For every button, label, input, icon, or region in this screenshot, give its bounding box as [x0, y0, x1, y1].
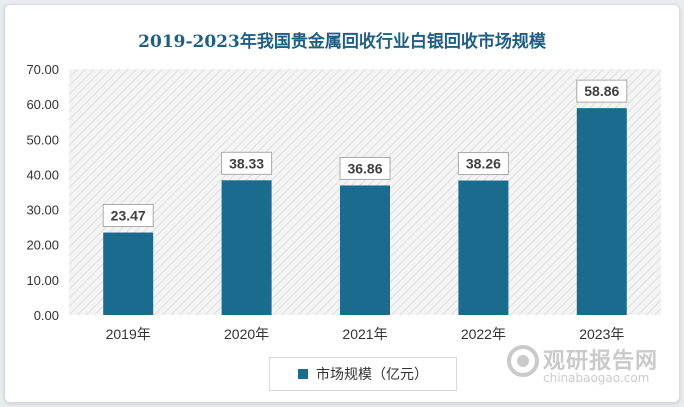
data-label: 23.47 [111, 208, 146, 224]
data-label-box [339, 156, 391, 180]
bar-chart: 0.0010.0020.0030.0040.0050.0060.0070.00 … [26, 62, 661, 342]
y-tick-label: 30.00 [26, 203, 59, 218]
data-label-box [457, 152, 509, 176]
legend-swatch [298, 369, 308, 379]
watermark-brand-en: chinabaogao.com [543, 371, 650, 385]
watermark-logo-icon [507, 345, 539, 377]
y-tick-label: 50.00 [26, 132, 59, 147]
data-label-box [102, 204, 154, 228]
x-axis: 2019年 2020年 2021年 2022年 2023年 [106, 326, 625, 342]
bar [221, 180, 272, 315]
watermark-brand-cn: 观研报告网 [543, 349, 659, 374]
bar [103, 232, 154, 315]
data-label: 38.26 [466, 156, 501, 172]
bar [458, 180, 509, 315]
legend-label: 市场规模（亿元） [316, 366, 428, 382]
watermark: 观研报告网 chinabaogao.com [505, 341, 675, 389]
data-label-box [221, 151, 273, 175]
x-tick-label: 2020年 [224, 326, 269, 342]
bar [340, 185, 390, 315]
x-tick-label: 2022年 [461, 326, 506, 342]
y-tick-label: 10.00 [26, 273, 59, 288]
bars-group: 23.47 38.33 36.86 38.26 58.86 [102, 79, 628, 315]
x-tick-label: 2023年 [579, 326, 624, 342]
data-label: 38.33 [229, 155, 264, 171]
y-tick-label: 70.00 [26, 62, 59, 77]
x-tick-label: 2019年 [106, 326, 151, 342]
y-tick-label: 20.00 [26, 238, 59, 253]
x-tick-label: 2021年 [342, 326, 387, 342]
bar [576, 108, 627, 315]
data-label: 58.86 [584, 83, 619, 99]
y-tick-label: 60.00 [26, 97, 59, 112]
chart-frame: 2019-2023年我国贵金属回收行业白银回收市场规模 0.00 10.00 20.… [4, 4, 680, 403]
data-label-box [576, 79, 628, 103]
legend: 市场规模（亿元） [269, 357, 457, 391]
y-axis: 0.00 10.00 20.00 30.00 40.00 50.00 60.00 70.00 [26, 62, 59, 323]
y-tick-label: 0.00 [34, 308, 59, 323]
chart-title: 2019-2023年我国贵金属回收行业白银回收市场规模 [138, 32, 546, 52]
data-label: 36.86 [347, 160, 382, 176]
y-tick-label: 40.00 [26, 167, 59, 182]
